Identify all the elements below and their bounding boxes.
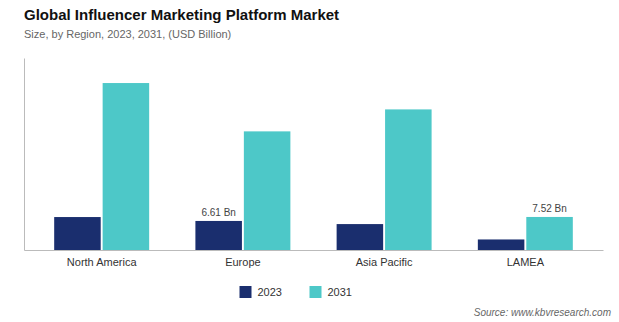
- bar: [103, 83, 150, 250]
- plot: 6.61 Bn 7.52 Bn North America Europe Asia Pa…: [25, 59, 604, 268]
- y-axis-line: [24, 59, 25, 251]
- bar: [526, 217, 573, 250]
- x-tick: North America: [67, 250, 138, 268]
- subtitle: Size, by Region, 2023, 2031, (USD Billio…: [24, 28, 231, 40]
- x-tick-label: Europe: [225, 256, 260, 268]
- value-label: 6.61 Bn: [201, 207, 235, 218]
- legend: 2023 2031: [240, 286, 352, 298]
- y-axis: [24, 59, 25, 251]
- x-tick: LAMEA: [507, 250, 545, 268]
- source: Source: www.kbvresearch.com: [474, 307, 611, 318]
- legend-label: 2023: [258, 286, 282, 298]
- bar: [195, 221, 242, 250]
- legend-item: 2031: [310, 286, 352, 298]
- x-tick-label: LAMEA: [507, 256, 545, 268]
- bar: [244, 131, 291, 250]
- title: Global Influencer Marketing Platform Mar…: [24, 6, 339, 23]
- x-tick: Asia Pacific: [356, 250, 413, 268]
- value-labels: 6.61 Bn 7.52 Bn: [201, 203, 566, 218]
- bar: [478, 239, 525, 250]
- x-tick-label: Asia Pacific: [356, 256, 413, 268]
- legend-swatch: [310, 286, 322, 298]
- x-axis-line: [25, 250, 604, 251]
- legend-label: 2031: [328, 286, 352, 298]
- chart-svg: Global Influencer Marketing Platform Mar…: [0, 0, 619, 322]
- bar: [385, 109, 432, 250]
- bars: [54, 83, 573, 250]
- x-axis: North America Europe Asia Pacific LAMEA: [25, 250, 604, 268]
- legend-item: 2023: [240, 286, 282, 298]
- bar: [337, 224, 384, 250]
- legend-swatch: [240, 286, 252, 298]
- x-tick-label: North America: [67, 256, 138, 268]
- bar: [54, 217, 101, 250]
- x-tick: Europe: [225, 250, 260, 268]
- value-label: 7.52 Bn: [532, 203, 566, 214]
